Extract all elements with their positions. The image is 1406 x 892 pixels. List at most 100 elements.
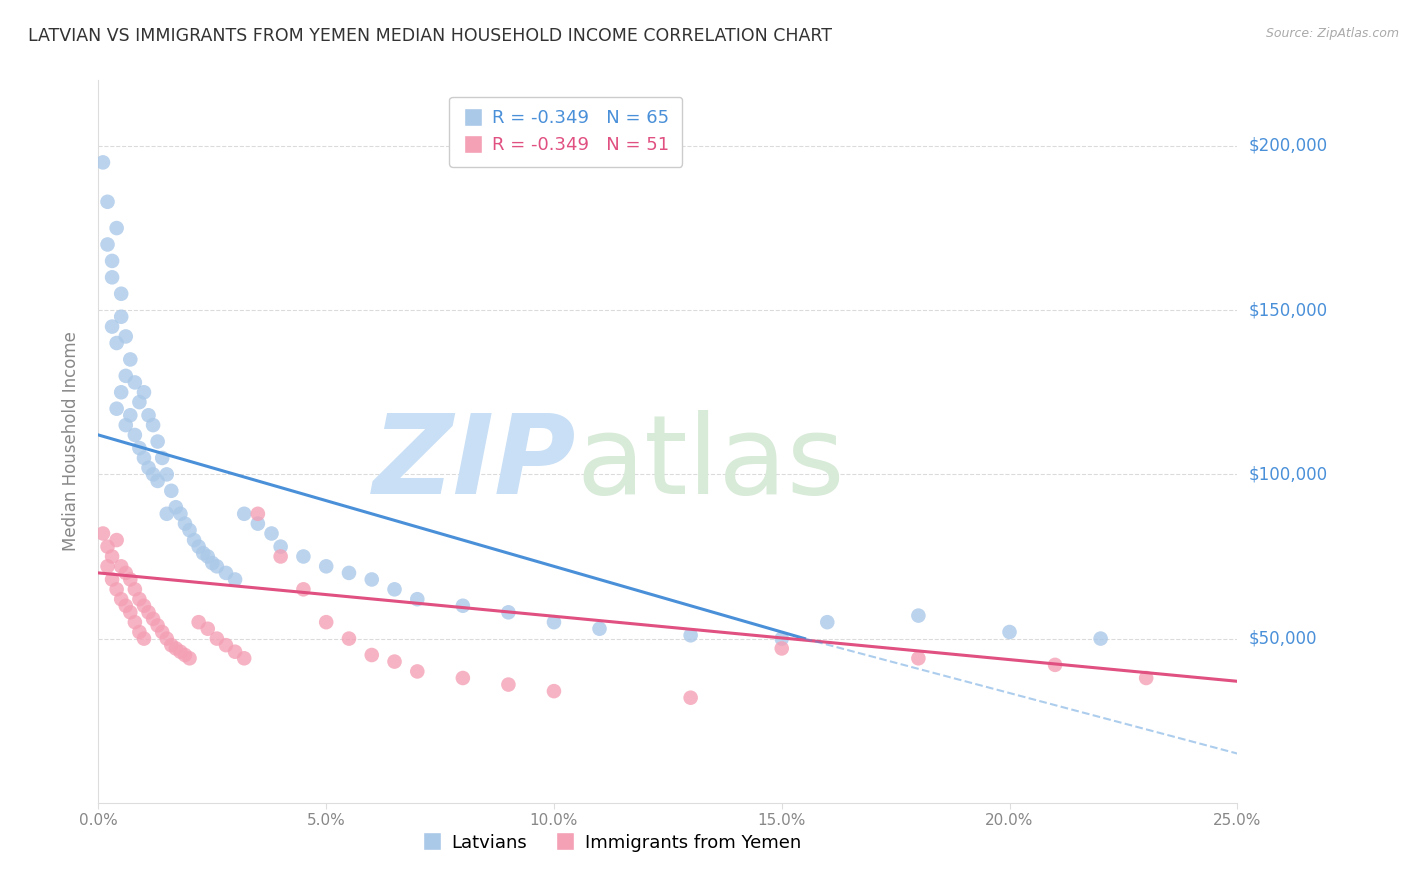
Point <box>174 516 197 531</box>
Legend: Latvians, Immigrants from Yemen: Latvians, Immigrants from Yemen <box>413 826 808 859</box>
Point <box>292 582 315 597</box>
Text: Source: ZipAtlas.com: Source: ZipAtlas.com <box>1265 27 1399 40</box>
Text: LATVIAN VS IMMIGRANTS FROM YEMEN MEDIAN HOUSEHOLD INCOME CORRELATION CHART: LATVIAN VS IMMIGRANTS FROM YEMEN MEDIAN … <box>28 27 832 45</box>
Point <box>105 582 128 597</box>
Point <box>128 592 150 607</box>
Point <box>146 434 169 449</box>
Point <box>679 628 702 642</box>
Point <box>160 483 183 498</box>
Point <box>124 428 146 442</box>
Point <box>998 625 1021 640</box>
Point <box>907 608 929 623</box>
Point <box>183 533 205 547</box>
Point <box>110 592 132 607</box>
Point <box>233 651 256 665</box>
Point <box>197 549 219 564</box>
Point <box>543 615 565 630</box>
Text: $50,000: $50,000 <box>1249 630 1317 648</box>
Point <box>384 582 406 597</box>
Point <box>179 523 201 537</box>
Point <box>132 599 155 613</box>
Point <box>101 549 124 564</box>
Point <box>105 336 128 351</box>
Point <box>260 526 283 541</box>
Point <box>246 507 269 521</box>
Point <box>224 573 246 587</box>
Point <box>105 533 128 547</box>
Point <box>96 540 118 554</box>
Point <box>193 546 215 560</box>
Point <box>205 559 228 574</box>
Point <box>197 622 219 636</box>
Point <box>110 559 132 574</box>
Point <box>543 684 565 698</box>
Point <box>233 507 256 521</box>
Point <box>91 155 114 169</box>
Point <box>138 605 160 619</box>
Point <box>101 270 124 285</box>
Point <box>124 615 146 630</box>
Point <box>101 253 124 268</box>
Point <box>337 632 360 646</box>
Point <box>1043 657 1066 672</box>
Point <box>406 592 429 607</box>
Point <box>101 573 124 587</box>
Point <box>142 418 165 433</box>
Point <box>128 441 150 455</box>
Point <box>187 615 209 630</box>
Point <box>128 395 150 409</box>
Point <box>205 632 228 646</box>
Point <box>146 474 169 488</box>
Point <box>165 500 187 515</box>
Point <box>146 618 169 632</box>
Point <box>246 516 269 531</box>
Point <box>156 632 179 646</box>
Point <box>270 549 292 564</box>
Point <box>110 310 132 324</box>
Point <box>114 566 136 580</box>
Text: $150,000: $150,000 <box>1249 301 1327 319</box>
Point <box>114 418 136 433</box>
Point <box>132 450 155 465</box>
Point <box>142 612 165 626</box>
Point <box>770 641 793 656</box>
Point <box>292 549 315 564</box>
Point <box>132 632 155 646</box>
Point <box>120 605 142 619</box>
Point <box>96 559 118 574</box>
Point <box>315 615 337 630</box>
Point <box>138 460 160 475</box>
Point <box>105 221 128 235</box>
Point <box>120 352 142 367</box>
Point <box>114 329 136 343</box>
Point <box>215 566 238 580</box>
Point <box>165 641 187 656</box>
Point <box>451 599 474 613</box>
Point <box>179 651 201 665</box>
Point <box>96 194 118 209</box>
Point <box>156 507 179 521</box>
Text: $100,000: $100,000 <box>1249 466 1327 483</box>
Point <box>815 615 838 630</box>
Point <box>588 622 610 636</box>
Point <box>132 385 155 400</box>
Point <box>169 507 191 521</box>
Point <box>169 645 191 659</box>
Point <box>315 559 337 574</box>
Point <box>770 632 793 646</box>
Point <box>120 409 142 423</box>
Point <box>138 409 160 423</box>
Point <box>360 648 382 662</box>
Point <box>224 645 246 659</box>
Point <box>498 677 520 691</box>
Point <box>160 638 183 652</box>
Point <box>110 286 132 301</box>
Point <box>215 638 238 652</box>
Point <box>101 319 124 334</box>
Point <box>1135 671 1157 685</box>
Text: $200,000: $200,000 <box>1249 137 1327 155</box>
Point <box>142 467 165 482</box>
Y-axis label: Median Household Income: Median Household Income <box>62 332 80 551</box>
Point <box>150 625 173 640</box>
Point <box>124 582 146 597</box>
